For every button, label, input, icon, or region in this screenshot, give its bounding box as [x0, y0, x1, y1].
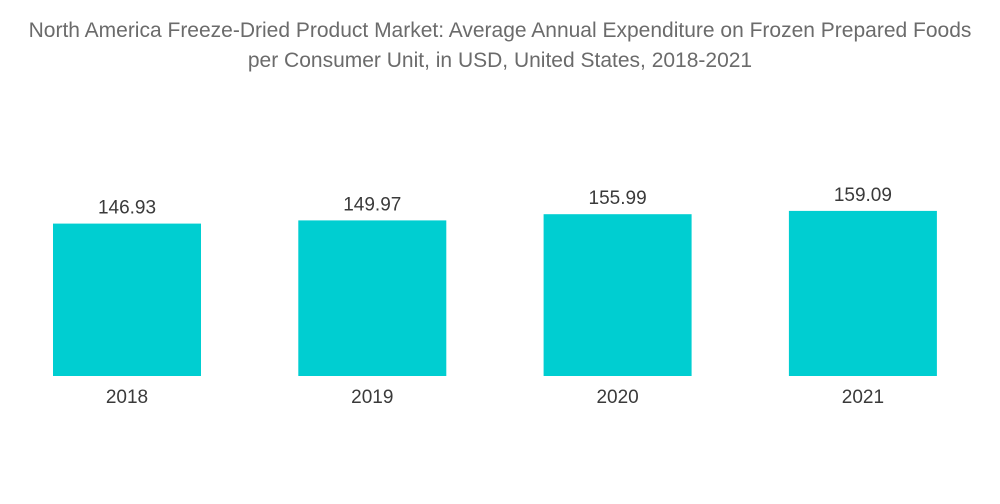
x-tick-label-2018: 2018	[106, 387, 148, 408]
bar-2021	[788, 210, 937, 376]
bar-2020	[543, 214, 692, 376]
value-label-2020: 155.99	[589, 188, 647, 209]
value-label-2018: 146.93	[98, 198, 156, 219]
x-axis-ticks-layer: 2018 2019 2020 2021	[106, 387, 884, 408]
bars-layer	[53, 210, 937, 376]
x-tick-label-2020: 2020	[596, 387, 638, 408]
value-label-2019: 149.97	[343, 194, 401, 215]
x-tick-label-2019: 2019	[351, 387, 393, 408]
value-labels-layer: 146.93 149.97 155.99 159.09	[98, 185, 892, 219]
bar-2018	[53, 223, 201, 376]
value-label-2021: 159.09	[834, 185, 892, 206]
bar-2019	[298, 220, 447, 376]
x-tick-label-2021: 2021	[842, 387, 884, 408]
chart-title: North America Freeze-Dried Product Marke…	[28, 19, 972, 72]
